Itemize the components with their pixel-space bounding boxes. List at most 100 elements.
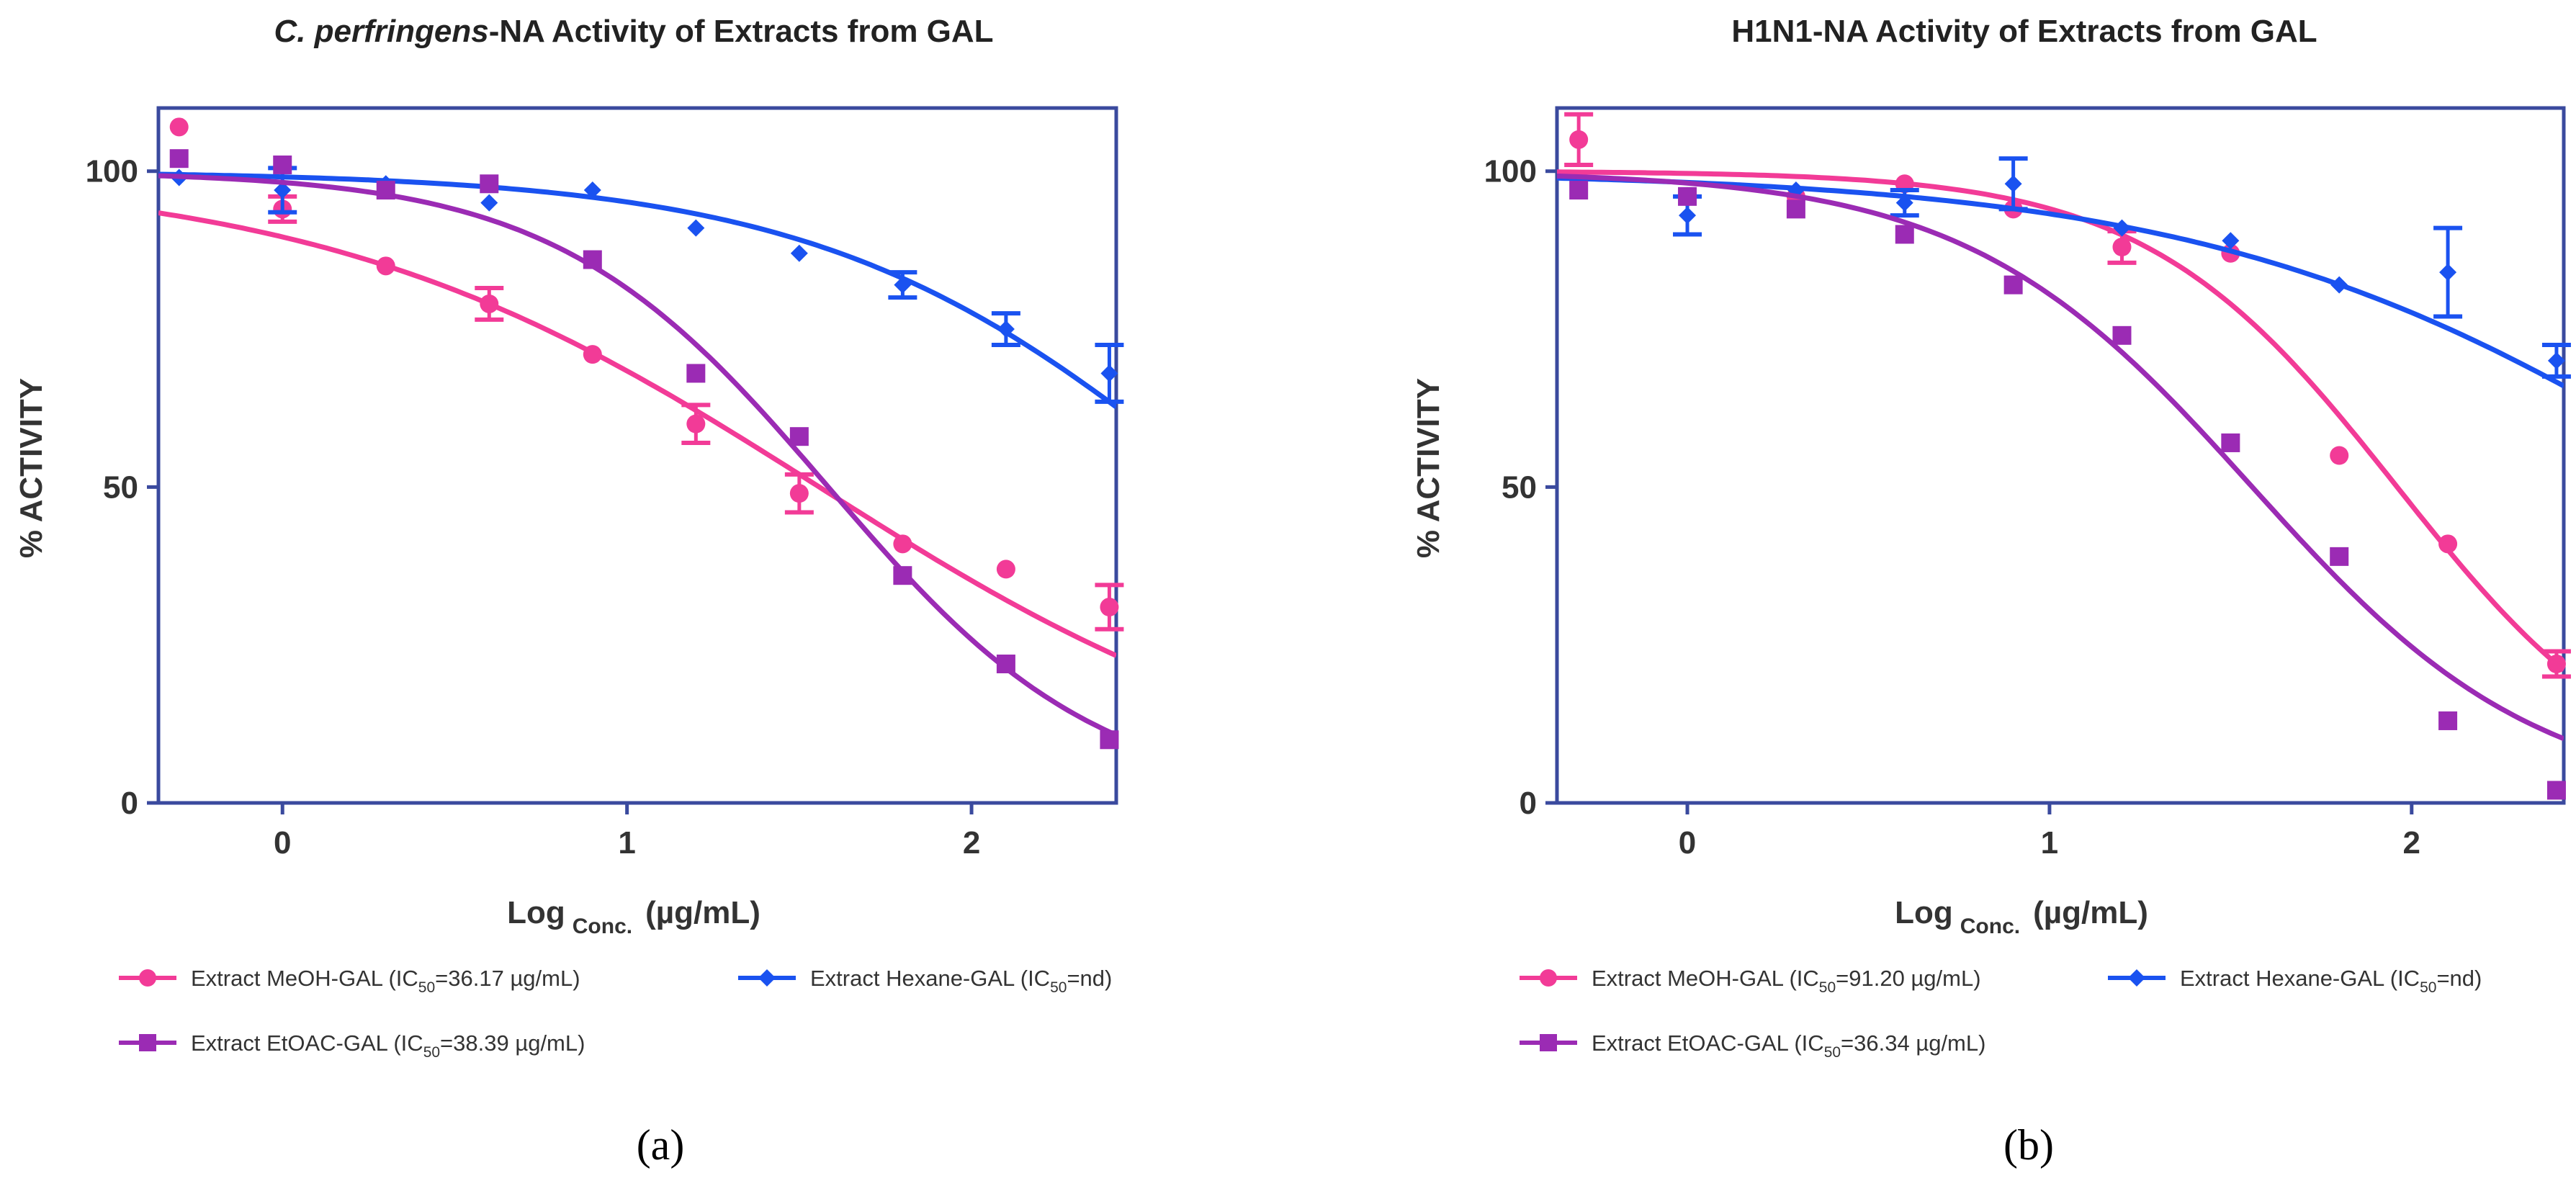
data-point [1786,199,1805,219]
data-point [169,117,189,137]
x-tick-label: 2 [2403,825,2420,861]
data-point [1100,598,1119,617]
legend-a: Extract MeOH-GAL (IC50=36.17 µg/mL) Extra… [119,966,1112,1061]
data-point [1100,730,1119,750]
legend-marker [1540,969,1557,987]
legend-label: Extract Hexane-GAL (IC50=nd) [2180,966,2482,996]
legend-marker [139,969,156,987]
data-point [1100,364,1118,382]
data-point [1895,225,1914,244]
legend-label: Extract Hexane-GAL (IC50=nd) [810,966,1112,996]
panel-a: C. perfringens-NA Activity of Extracts f… [14,14,1124,1169]
fit-curve [158,173,1116,737]
y-axis-label-b: % ACTIVITY [1411,378,1446,558]
data-point [894,276,912,294]
legend-marker [1540,1034,1557,1051]
panel-b: H1N1-NA Activity of Extracts from GAL % … [1411,14,2571,1169]
y-tick-label: 100 [86,154,138,189]
x-tick-label: 0 [1679,825,1696,861]
series-extract-hexane-gal [1557,156,2571,389]
legend-label: Extract EtOAC-GAL (IC50=36.34 µg/mL) [1592,1030,1985,1061]
series-extract-etoac-gal [1557,174,2566,800]
fit-curve [1557,174,2564,742]
data-point [996,560,1015,579]
y-tick-label: 50 [1502,470,1537,505]
legend-entry: Extract EtOAC-GAL (IC50=36.34 µg/mL) [1520,1030,1985,1061]
y-tick-label: 50 [103,470,138,505]
data-point [480,194,498,212]
legend-entry: Extract MeOH-GAL (IC50=91.20 µg/mL) [1520,966,1981,996]
data-point [2112,325,2132,345]
data-point [274,181,292,199]
data-point [1678,187,1697,206]
data-point [2438,711,2458,730]
x-tick-label: 1 [618,825,635,861]
data-point [2547,351,2565,369]
legend-label: Extract EtOAC-GAL (IC50=38.39 µg/mL) [191,1030,585,1061]
data-point [2546,781,2566,800]
fit-curve [1557,169,2564,673]
data-point [2439,264,2457,282]
x-tick-label: 2 [963,825,980,861]
series-extract-etoac-gal [158,149,1119,750]
legend-label: Extract MeOH-GAL (IC50=91.20 µg/mL) [1592,966,1981,996]
data-point [790,244,808,262]
data-point [2003,275,2023,295]
data-point [893,534,912,554]
legend-label: Extract MeOH-GAL (IC50=36.17 µg/mL) [191,966,580,996]
legend-marker [2128,969,2145,987]
data-point [2438,534,2458,554]
x-tick-label: 1 [2041,825,2058,861]
data-point [789,484,809,503]
fit-curve [158,171,1116,410]
legend-marker [758,969,776,987]
series-extract-meoh-gal [1557,112,2571,679]
data-point [686,364,706,383]
legend-b: Extract MeOH-GAL (IC50=91.20 µg/mL) Extra… [1520,966,2482,1061]
data-point [2004,175,2022,193]
data-point [2330,547,2349,566]
legend-entry: Extract Hexane-GAL (IC50=nd) [2108,966,2482,996]
data-point [1569,181,1589,200]
data-point [480,174,499,194]
data-point [686,414,706,433]
legend-entry: Extract EtOAC-GAL (IC50=38.39 µg/mL) [119,1030,585,1061]
data-point [480,294,499,313]
data-point [583,181,601,199]
legend-marker [139,1034,156,1051]
plot-area-b: 0 50 100 0 1 2 [1484,106,2571,861]
plot-frame [156,106,1118,805]
data-point [997,320,1015,338]
data-point [2330,276,2348,294]
chart-title-b: H1N1-NA Activity of Extracts from GAL [1731,14,2317,49]
x-axis-label-b: Log Conc. (µg/mL) [1895,895,2148,938]
legend-entry: Extract MeOH-GAL (IC50=36.17 µg/mL) [119,966,580,996]
data-point [1895,194,1913,212]
y-tick-label: 100 [1484,154,1537,189]
data-point [2221,433,2240,452]
data-point [893,566,912,585]
data-point [996,655,1015,673]
series-extract-hexane-gal [158,166,1124,410]
legend-entry: Extract Hexane-GAL (IC50=nd) [738,966,1112,996]
panel-label-b: (b) [2003,1121,2054,1169]
y-tick-label: 0 [1520,786,1537,821]
data-point [169,149,189,169]
y-tick-label: 0 [121,786,138,821]
data-point [1679,207,1697,225]
data-point [789,427,809,446]
plot-frame [1555,106,2566,805]
series-extract-meoh-gal [158,117,1124,658]
data-point [2222,232,2240,250]
x-axis-label-a: Log Conc. (µg/mL) [507,895,760,938]
data-point [583,250,602,269]
plot-area-a: 0 50 100 0 1 2 [86,106,1124,861]
data-point [2330,446,2349,465]
data-point [2112,238,2132,256]
y-axis-label-a: % ACTIVITY [14,378,49,558]
panel-label-a: (a) [637,1121,685,1169]
data-point [583,345,602,364]
data-point [2113,219,2131,237]
fit-curve [158,210,1116,658]
